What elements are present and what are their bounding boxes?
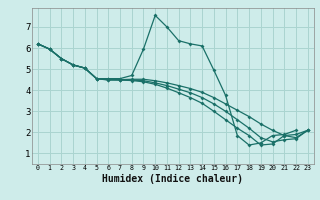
X-axis label: Humidex (Indice chaleur): Humidex (Indice chaleur) (102, 174, 243, 184)
